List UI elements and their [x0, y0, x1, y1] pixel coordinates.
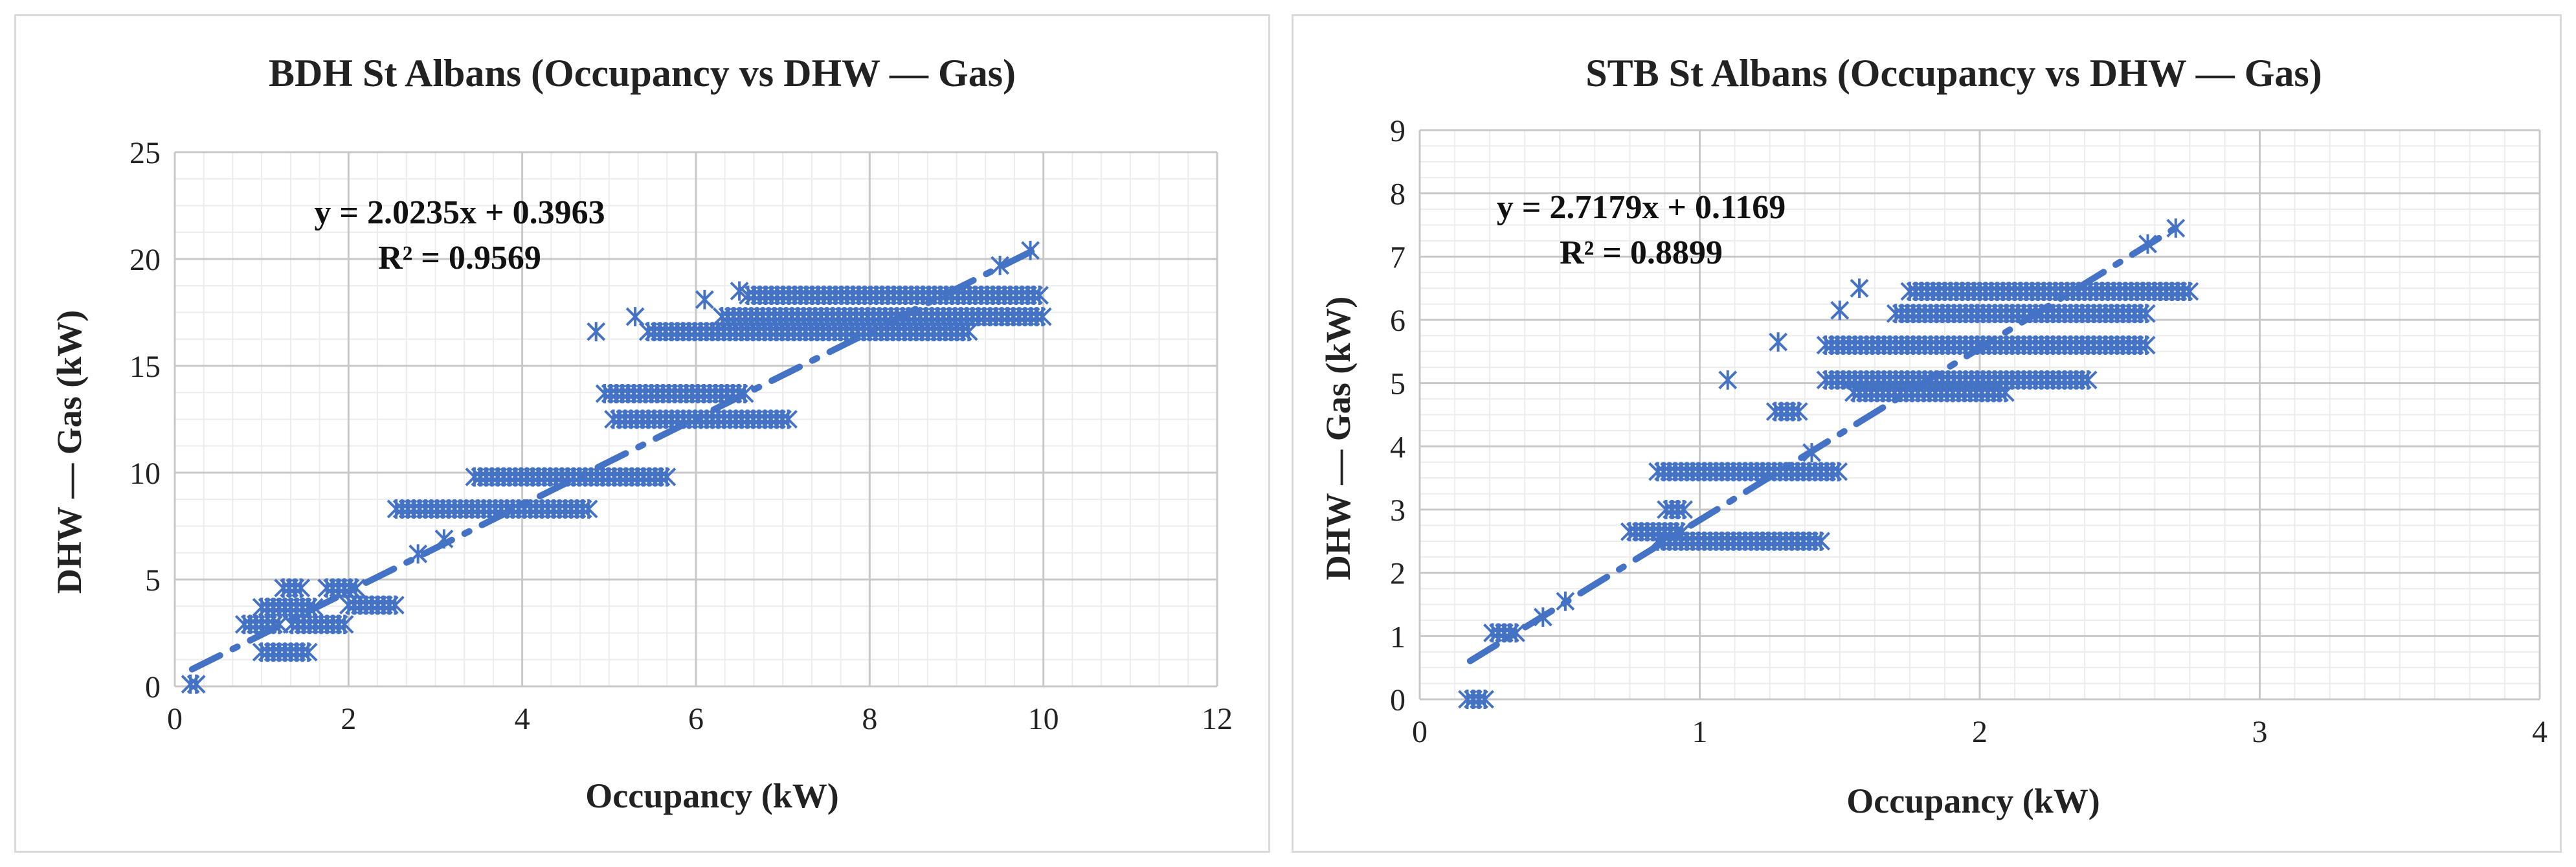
x-ticks: 0 2 4 6 8 10 12: [167, 702, 1233, 736]
data-point: [434, 529, 454, 549]
data-point: [779, 409, 798, 429]
y-tick-label: 10: [129, 456, 161, 491]
trendline-r2: R² = 0.9569: [378, 240, 541, 276]
data-point: [1850, 278, 1869, 298]
y-ticks: 0 5 10 15 20 25: [129, 136, 161, 704]
chart-title: BDH St Albans (Occupancy vs DHW — Gas): [269, 52, 1016, 95]
y-tick-label: 5: [145, 563, 161, 598]
data-point: [1475, 690, 1494, 709]
data-point: [991, 255, 1009, 275]
data-point: [1830, 300, 1850, 321]
data-point: [186, 674, 206, 694]
trendline-equation: y = 2.0235x + 0.3963: [314, 194, 605, 231]
y-tick-label: 5: [1390, 367, 1406, 401]
x-tick-label: 4: [2532, 715, 2548, 749]
data-point: [298, 642, 318, 662]
x-tick-label: 12: [1202, 702, 1233, 736]
data-points: [1458, 218, 2199, 709]
y-tick-label: 0: [145, 670, 161, 704]
y-tick-label: 0: [1390, 683, 1406, 717]
chart-stb: STB St Albans (Occupancy vs DHW — Gas) 0…: [1319, 52, 2548, 820]
x-tick-label: 0: [167, 702, 183, 736]
y-tick-label: 6: [1390, 304, 1406, 338]
data-point: [1718, 370, 1738, 390]
x-tick-label: 2: [1972, 715, 1988, 749]
y-tick-label: 20: [129, 243, 161, 277]
data-point: [1811, 531, 1831, 551]
chart-panel-stb: STB St Albans (Occupancy vs DHW — Gas) 0…: [1292, 14, 2562, 853]
x-tick-label: 6: [688, 702, 704, 736]
x-tick-label: 4: [515, 702, 530, 736]
data-point: [2180, 282, 2199, 301]
x-axis-label: Occupancy (kW): [1846, 782, 2100, 820]
grid: [1418, 129, 2541, 701]
trendline-r2: R² = 0.8899: [1560, 234, 1723, 271]
chart-panel-bdh: BDH St Albans (Occupancy vs DHW — Gas) 0…: [14, 14, 1270, 853]
data-point: [579, 499, 598, 519]
data-point: [304, 597, 324, 617]
y-tick-label: 7: [1390, 240, 1406, 275]
data-point: [1030, 286, 1049, 306]
trendline: [1466, 224, 2179, 664]
trendline-line: [1466, 224, 2179, 664]
y-tick-label: 9: [1390, 114, 1406, 148]
x-axis-label: Occupancy (kW): [585, 776, 839, 815]
data-point: [587, 322, 606, 342]
y-tick-label: 3: [1390, 493, 1406, 528]
y-tick-label: 4: [1390, 430, 1406, 464]
data-point: [409, 544, 428, 564]
chart-bdh: BDH St Albans (Occupancy vs DHW — Gas) 0…: [50, 52, 1233, 815]
y-tick-label: 2: [1390, 557, 1406, 591]
x-tick-label: 3: [2252, 715, 2268, 749]
y-axis-label: DHW — Gas (kW): [1319, 297, 1358, 581]
y-tick-label: 1: [1390, 620, 1406, 654]
data-point: [1802, 443, 1821, 463]
y-tick-label: 25: [129, 136, 161, 170]
data-point: [2138, 234, 2157, 254]
data-point: [1789, 401, 1808, 422]
data-point: [695, 289, 714, 310]
data-point: [735, 383, 754, 403]
data-point: [2078, 370, 2098, 390]
data-point: [1674, 500, 1694, 519]
data-point: [730, 281, 749, 301]
x-tick-label: 1: [1692, 715, 1708, 749]
chart-title: STB St Albans (Occupancy vs DHW — Gas): [1585, 52, 2322, 95]
data-point: [1769, 332, 1788, 352]
data-point: [335, 614, 354, 635]
data-point: [385, 595, 405, 615]
data-points: [181, 240, 1052, 694]
x-tick-label: 10: [1028, 702, 1059, 736]
data-point: [1021, 240, 1040, 260]
x-ticks: 0 1 2 3 4: [1412, 715, 2548, 749]
data-point: [1033, 307, 1052, 327]
data-point: [1556, 591, 1575, 611]
x-tick-label: 8: [862, 702, 877, 736]
x-tick-label: 2: [341, 702, 356, 736]
data-point: [1995, 383, 2015, 403]
data-point: [2166, 218, 2186, 238]
data-point: [1506, 623, 1525, 643]
data-point: [657, 467, 677, 487]
x-tick-label: 0: [1412, 715, 1428, 749]
y-ticks: 0 1 2 3 4 5 6 7 8 9: [1390, 114, 1406, 717]
data-point: [346, 578, 366, 598]
data-point: [1829, 462, 1848, 482]
data-point: [1533, 607, 1552, 627]
data-point: [2136, 335, 2156, 355]
trendline-equation: y = 2.7179x + 0.1169: [1497, 189, 1786, 226]
y-tick-label: 15: [129, 350, 161, 384]
data-point: [291, 578, 311, 598]
y-tick-label: 8: [1390, 177, 1406, 212]
y-axis-label: DHW — Gas (kW): [50, 310, 89, 594]
data-point: [2136, 304, 2156, 324]
data-point: [625, 307, 645, 327]
